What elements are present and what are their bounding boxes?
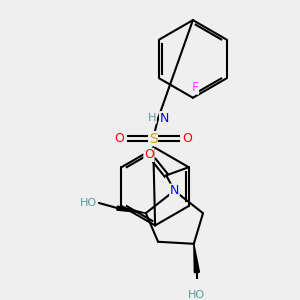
Polygon shape: [117, 206, 146, 213]
Text: H: H: [148, 113, 156, 123]
Text: F: F: [191, 81, 199, 94]
Text: N: N: [160, 112, 169, 125]
Text: HO: HO: [80, 198, 97, 208]
Text: N: N: [170, 184, 179, 197]
Text: O: O: [182, 132, 192, 145]
Text: O: O: [114, 132, 124, 145]
Text: S: S: [149, 132, 158, 145]
Text: O: O: [144, 148, 154, 161]
Text: HO: HO: [188, 290, 206, 300]
Polygon shape: [194, 244, 200, 273]
